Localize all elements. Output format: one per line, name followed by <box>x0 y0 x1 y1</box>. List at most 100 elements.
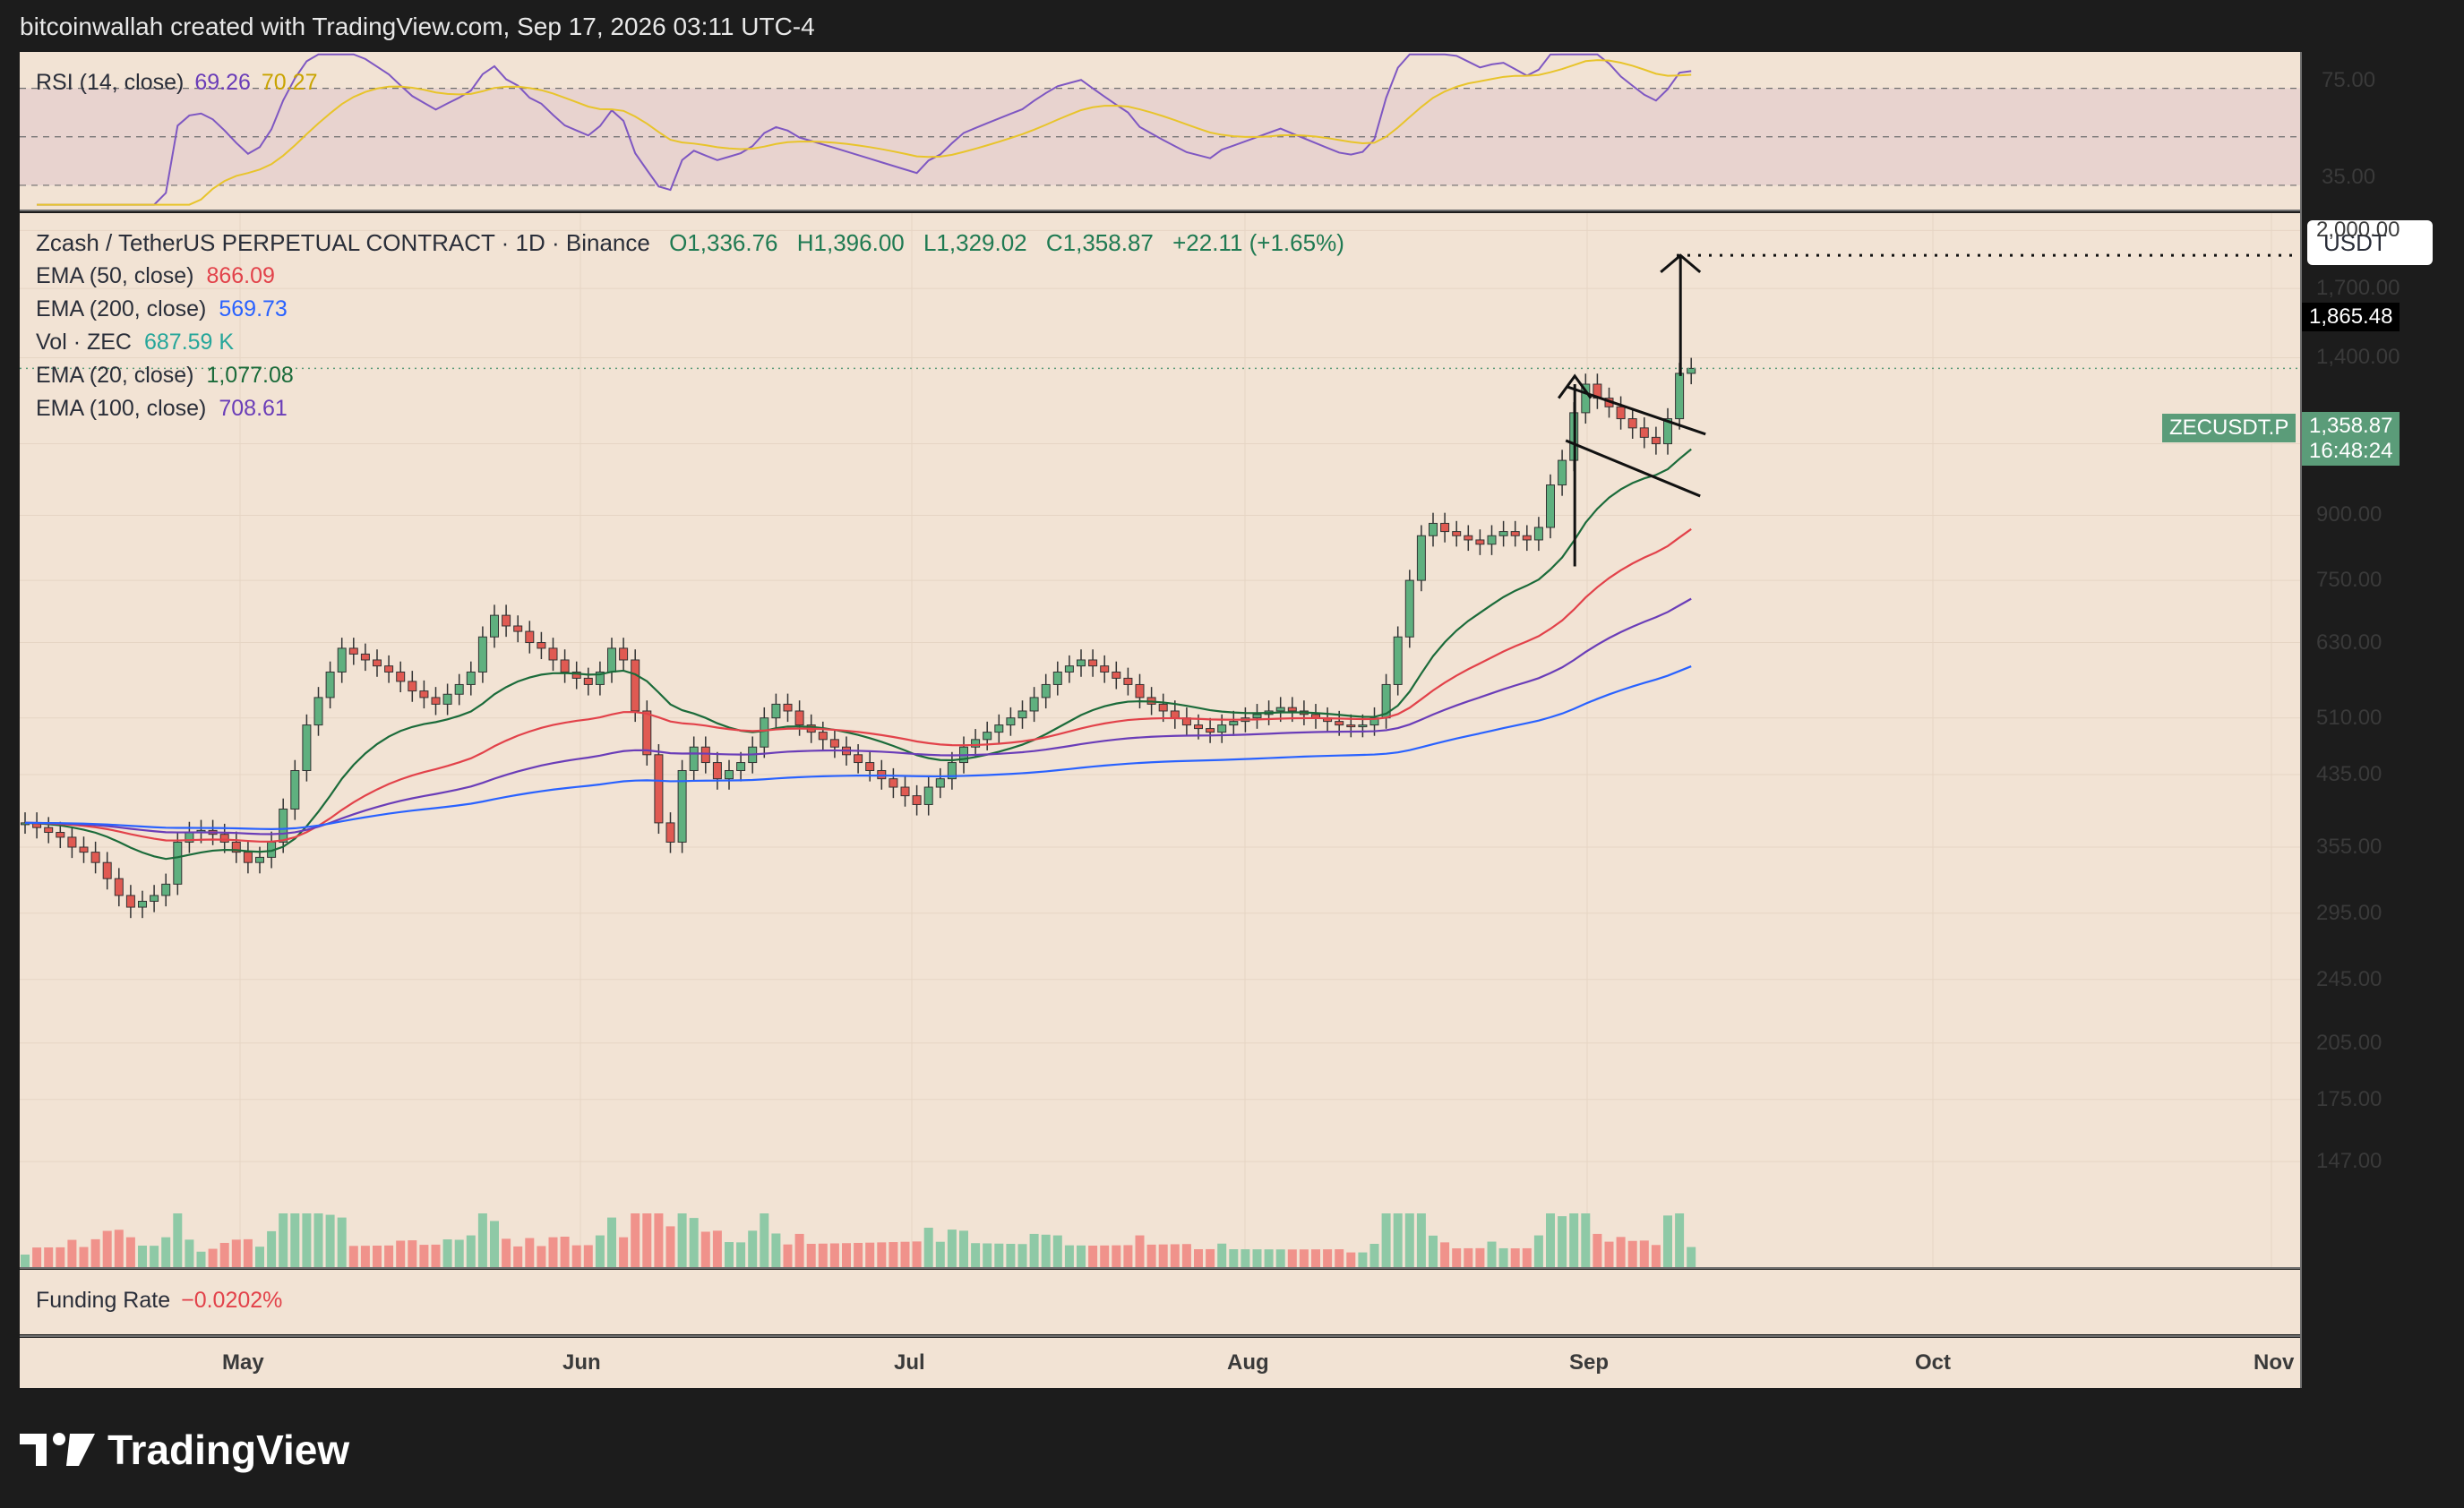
funding-legend: Funding Rate −0.0202% <box>36 1288 282 1314</box>
month-jul: Jul <box>894 1350 925 1375</box>
candle-body <box>595 671 605 685</box>
volume-bar <box>818 1243 828 1267</box>
volume-bar <box>736 1242 746 1267</box>
price-panel[interactable]: Zcash / TetherUS PERPETUAL CONTRACT · 1D… <box>20 213 2300 1267</box>
candle-body <box>56 832 65 838</box>
volume-bar <box>290 1213 300 1267</box>
candle-body <box>114 878 124 896</box>
volume-bar <box>267 1230 277 1267</box>
candle-body <box>631 659 640 712</box>
price-chart[interactable] <box>20 213 2300 1267</box>
rsi-panel[interactable]: RSI (14, close) 69.26 70.27 <box>20 52 2300 210</box>
candle-body <box>219 834 229 843</box>
candle-body <box>396 671 406 682</box>
candle-body <box>1041 683 1051 698</box>
volume-bar <box>1533 1235 1543 1267</box>
volume-bar <box>806 1244 816 1267</box>
volume-bar <box>1440 1242 1450 1267</box>
pane-divider[interactable] <box>20 210 2302 211</box>
candle-body <box>560 659 570 673</box>
volume-bar <box>1100 1245 1110 1267</box>
tradingview-icon <box>20 1433 95 1466</box>
brand-name: TradingView <box>107 1427 350 1473</box>
candle-body <box>548 647 558 661</box>
ema200-line <box>24 665 1692 830</box>
volume-bar <box>1264 1249 1274 1267</box>
candle-body <box>1088 659 1098 667</box>
candle-body <box>783 703 793 712</box>
candle-body <box>1077 659 1086 667</box>
volume-bar <box>1088 1246 1098 1267</box>
volume-bar <box>150 1246 159 1267</box>
candle-body <box>818 732 828 741</box>
volume-bar <box>173 1213 183 1267</box>
volume-bar <box>537 1246 546 1267</box>
volume-bar <box>760 1213 769 1267</box>
month-jun: Jun <box>562 1350 601 1375</box>
candle-body <box>525 630 535 644</box>
candle-body <box>1546 484 1555 528</box>
price-tick: 900.00 <box>2316 502 2382 527</box>
volume-bar <box>79 1247 89 1267</box>
tradingview-logo[interactable]: TradingView <box>20 1426 349 1474</box>
volume-bar <box>712 1230 722 1267</box>
volume-bar <box>959 1230 968 1267</box>
ema200-value: 569.73 <box>219 296 288 321</box>
price-tick: 175.00 <box>2316 1086 2382 1111</box>
candle-body <box>642 710 652 756</box>
volume-bar <box>325 1214 335 1267</box>
candle-body <box>1017 710 1027 719</box>
legend-ema20: EMA (20, close) 1,077.08 <box>36 363 294 389</box>
volume-bar <box>490 1221 499 1267</box>
volume-bar <box>854 1242 863 1267</box>
candle-body <box>279 808 288 843</box>
currency-selector[interactable]: USDT <box>2307 220 2433 265</box>
candle-body <box>1123 677 1133 685</box>
volume-bar <box>125 1237 135 1267</box>
candle-body <box>607 647 616 673</box>
volume-bar <box>196 1251 206 1267</box>
candle-body <box>712 762 722 780</box>
pane-divider[interactable] <box>20 1267 2302 1269</box>
candle-body <box>1416 535 1426 581</box>
volume-bar <box>32 1247 42 1267</box>
funding-panel[interactable]: Funding Rate −0.0202% <box>20 1270 2300 1334</box>
candle-body <box>619 647 629 661</box>
volume-bar <box>161 1237 171 1267</box>
last-price-badge: 1,358.87 <box>2302 412 2400 441</box>
volume-bar <box>1358 1252 1368 1267</box>
volume-bar <box>1217 1243 1227 1267</box>
volume-bar <box>1323 1249 1333 1267</box>
volume-bar <box>1112 1245 1121 1267</box>
candle-body <box>923 786 933 805</box>
candle-body <box>1675 373 1685 420</box>
candle-body <box>313 697 323 726</box>
volume-bar <box>619 1237 629 1267</box>
candle-body <box>360 653 370 661</box>
volume-bar <box>935 1241 945 1267</box>
candle-body <box>1627 418 1637 429</box>
candle-body <box>1358 724 1368 728</box>
volume-bar <box>114 1230 124 1267</box>
volume-bar <box>1498 1247 1508 1267</box>
candle-body <box>583 677 593 685</box>
volume-bar <box>877 1242 887 1267</box>
candle-body <box>442 693 452 705</box>
volume-bar <box>1639 1240 1649 1267</box>
time-axis[interactable]: May Jun Jul Aug Sep Oct Nov <box>20 1338 2300 1388</box>
volume-bar <box>431 1244 441 1267</box>
candle-body <box>1452 531 1462 536</box>
volume-bar <box>384 1245 394 1267</box>
candle-body <box>502 614 511 627</box>
volume-bar <box>442 1239 452 1267</box>
rsi-tick-75: 75.00 <box>2322 68 2376 92</box>
volume-bar <box>1616 1237 1626 1267</box>
price-axis-divider <box>2300 52 2302 1388</box>
month-sep: Sep <box>1569 1350 1610 1375</box>
volume-bar <box>1487 1241 1497 1267</box>
ohlc-high: H1,396.00 <box>796 229 905 256</box>
ema20-label: EMA (20, close) <box>36 363 194 388</box>
volume-bar <box>631 1213 640 1267</box>
candle-body <box>1158 703 1168 712</box>
candle-body <box>1170 710 1180 719</box>
